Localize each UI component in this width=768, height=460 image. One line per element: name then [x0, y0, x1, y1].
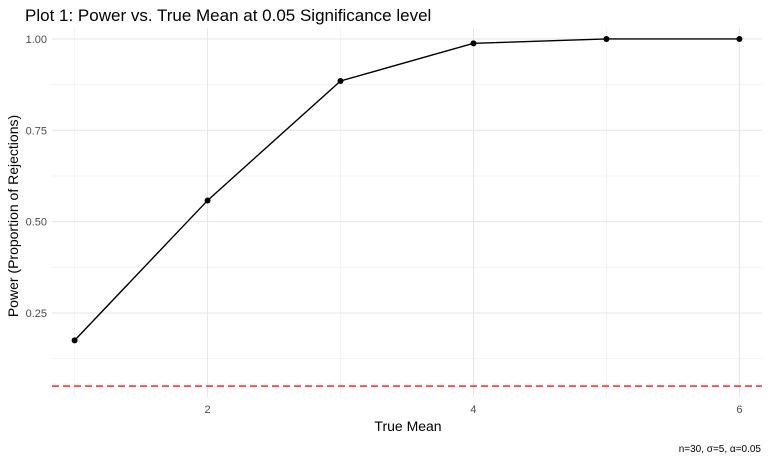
- y-axis-title: Power (Proportion of Rejections): [5, 115, 21, 317]
- x-tick-label: 6: [736, 404, 742, 416]
- y-tick-label: 0.75: [26, 125, 47, 137]
- data-point: [71, 337, 78, 344]
- data-point: [337, 77, 344, 84]
- data-point: [204, 197, 211, 204]
- chart-caption: n=30, σ=5, α=0.05: [679, 444, 762, 455]
- series-line: [74, 38, 740, 341]
- data-point: [736, 35, 743, 42]
- x-tick-label: 4: [470, 404, 476, 416]
- x-tick-label: 2: [204, 404, 210, 416]
- data-point: [470, 40, 477, 47]
- x-axis-title: True Mean: [374, 418, 441, 434]
- grid: [52, 28, 762, 397]
- y-tick-label: 0.50: [26, 217, 47, 229]
- y-tick-label: 0.25: [26, 308, 47, 320]
- series-layer: [71, 35, 743, 344]
- y-tick-label: 1.00: [26, 34, 47, 46]
- tick-labels: 0.25 0.50 0.75 1.00 2 4 6: [26, 34, 743, 416]
- chart-title: Plot 1: Power vs. True Mean at 0.05 Sign…: [25, 6, 431, 25]
- data-point: [603, 35, 610, 42]
